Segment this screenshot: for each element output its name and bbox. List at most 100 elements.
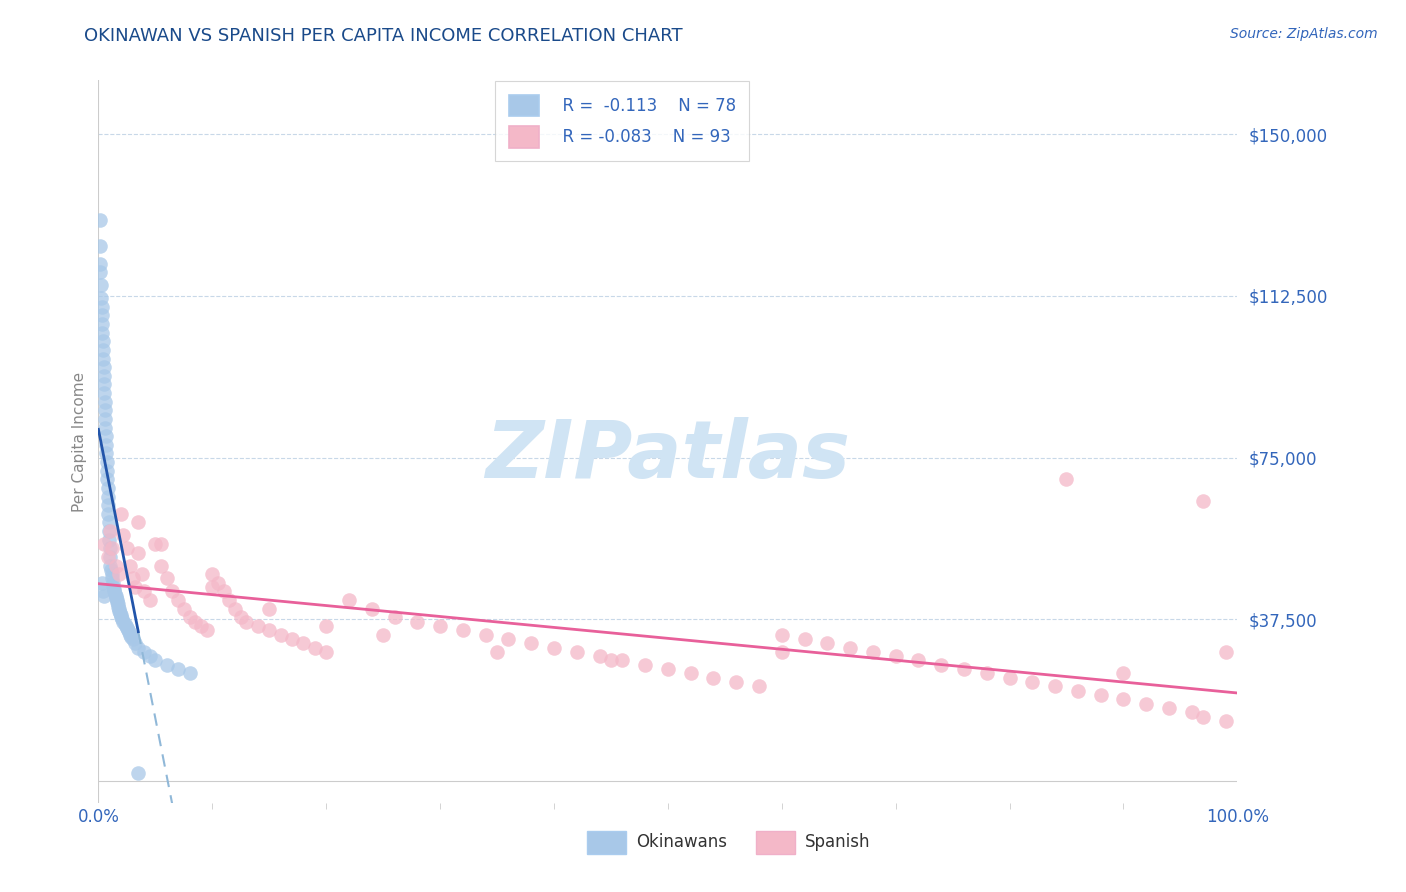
Point (91, 343, 114, 357)
Point (96, 472, 118, 486)
Point (406, 615, 429, 629)
Point (1112, 692, 1135, 706)
Point (1192, 493, 1215, 508)
Point (93, 537, 115, 551)
Point (138, 649, 160, 664)
Point (132, 645, 155, 659)
Point (108, 604, 131, 618)
Point (770, 645, 793, 659)
Point (315, 645, 337, 659)
Point (94, 403, 117, 417)
Point (998, 671, 1021, 685)
Point (93, 377, 115, 392)
Point (108, 567, 131, 582)
Point (91, 351, 114, 366)
Point (162, 584, 184, 599)
Point (486, 645, 509, 659)
Point (98, 541, 121, 556)
Point (100, 567, 122, 582)
Point (884, 649, 907, 664)
Point (184, 615, 207, 629)
Point (93, 394, 115, 409)
Point (793, 632, 815, 646)
Point (97, 516, 120, 530)
Point (105, 591, 128, 605)
Point (103, 580, 125, 594)
Point (117, 624, 139, 638)
Point (100, 563, 122, 577)
Point (107, 598, 129, 612)
Point (98, 549, 121, 564)
Point (131, 567, 153, 582)
Text: Spanish: Spanish (806, 833, 870, 852)
Point (127, 640, 149, 655)
Point (679, 666, 702, 681)
Point (127, 516, 149, 530)
Point (105, 595, 128, 609)
Point (612, 653, 634, 667)
Point (127, 765, 149, 780)
Point (98, 524, 121, 538)
Point (96, 549, 118, 564)
Point (839, 640, 862, 655)
Point (103, 584, 125, 599)
Point (91, 317, 114, 331)
Point (218, 593, 240, 607)
Point (292, 636, 315, 650)
Point (179, 666, 201, 681)
Point (702, 671, 724, 685)
Point (101, 541, 124, 556)
Point (259, 624, 281, 638)
Point (1021, 675, 1043, 690)
Point (89, 239, 111, 253)
Point (543, 640, 565, 655)
Point (115, 621, 138, 635)
Point (121, 572, 143, 586)
Point (657, 662, 679, 676)
Point (93, 386, 115, 401)
Point (862, 645, 884, 659)
Point (118, 625, 141, 640)
Point (94, 420, 117, 434)
Point (97, 507, 120, 521)
Point (315, 619, 337, 633)
Point (132, 584, 155, 599)
Point (101, 575, 124, 590)
Point (100, 558, 122, 573)
Point (384, 610, 406, 624)
Point (96, 481, 118, 495)
Point (474, 627, 496, 641)
Point (145, 653, 167, 667)
Point (1067, 683, 1090, 698)
Point (953, 662, 976, 676)
Point (201, 580, 224, 594)
Point (115, 541, 138, 556)
Point (98, 533, 121, 547)
Point (224, 601, 246, 615)
Point (520, 636, 543, 650)
Point (1181, 705, 1204, 719)
Point (195, 624, 218, 638)
Point (150, 537, 173, 551)
Point (91, 326, 114, 340)
Point (145, 537, 167, 551)
Point (600, 653, 623, 667)
Point (451, 624, 474, 638)
Point (94, 429, 117, 443)
Point (90, 278, 112, 293)
Point (110, 610, 132, 624)
Point (90, 291, 112, 305)
Point (120, 627, 142, 641)
Text: OKINAWAN VS SPANISH PER CAPITA INCOME CORRELATION CHART: OKINAWAN VS SPANISH PER CAPITA INCOME CO… (84, 27, 683, 45)
Point (156, 657, 179, 672)
Point (91, 584, 114, 599)
Point (725, 675, 748, 690)
Point (259, 601, 281, 615)
Point (104, 586, 127, 600)
Point (1157, 701, 1180, 715)
Point (97, 498, 120, 512)
Point (156, 572, 179, 586)
Point (270, 627, 292, 641)
Point (114, 619, 136, 633)
Point (114, 616, 136, 631)
